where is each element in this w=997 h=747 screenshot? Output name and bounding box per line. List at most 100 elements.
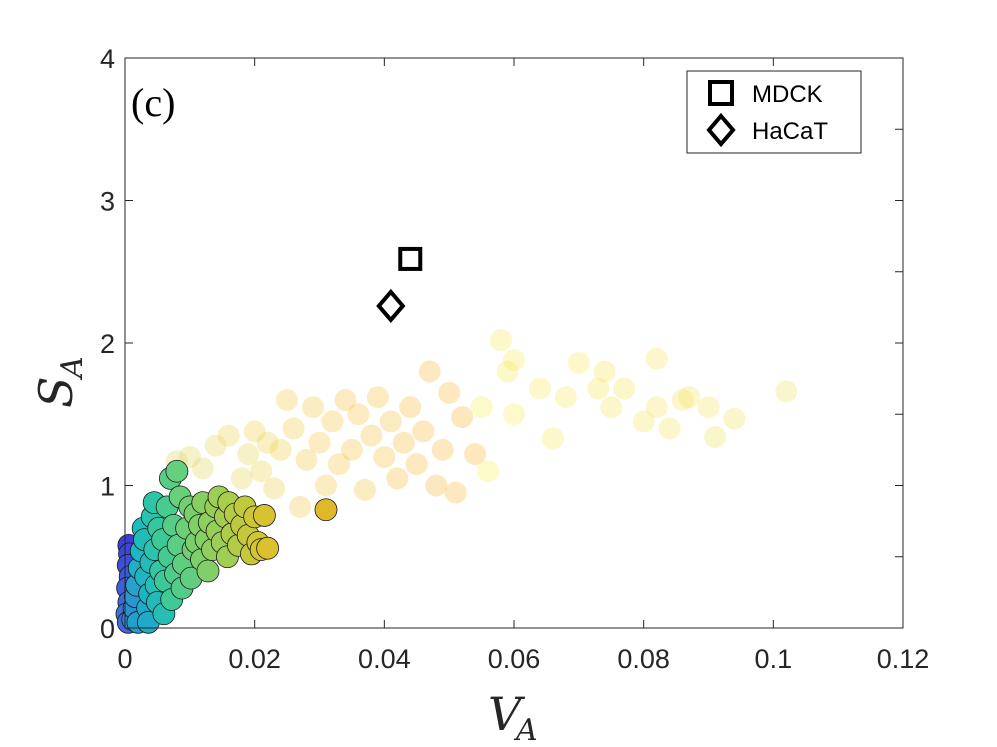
data-point [250,460,273,483]
x-axis-label-main: V [488,687,526,741]
axes [124,57,904,629]
data-point [386,467,409,490]
data-point [295,448,318,471]
data-point [503,349,525,372]
data-point [399,396,422,419]
data-point [276,389,299,411]
data-point [775,380,798,403]
data-point [464,443,487,466]
data-point [431,438,454,461]
data-point [438,381,461,404]
legend: MDCK HaCaT [686,70,862,154]
data-point [334,389,357,411]
data-point [405,453,428,476]
data-point [256,431,279,454]
y-axis-label: S A [29,356,90,408]
data-point [314,474,337,497]
data-point [425,474,448,497]
legend-label-hacat: HaCaT [752,118,828,145]
data-point [230,467,253,490]
data-point [366,386,389,409]
data-point [237,443,260,466]
data-point [658,417,681,440]
data-point [703,426,726,449]
data-point [477,460,500,483]
data-point [392,431,415,454]
y-axis-label-main: S [29,376,83,408]
special-markers [376,246,423,324]
y-axis-label-sub: A [55,356,90,381]
hacat-marker [376,288,406,324]
data-point [600,396,623,419]
x-tick-label: 0.08 [617,644,670,674]
data-point [528,377,551,400]
y-tick-label: 1 [100,472,115,502]
data-point [243,420,266,443]
x-tick-label: 0 [117,644,132,674]
data-point [191,457,214,480]
x-tick-label: 0.06 [488,644,541,674]
data-point [567,351,590,374]
y-tick-label: 2 [100,329,115,359]
data-point [204,434,227,457]
data-point [321,410,344,433]
data-point [418,360,441,383]
x-tick-label: 0.1 [755,644,793,674]
tick-labels: 0 0.02 0.04 0.06 0.08 0.1 0.12 0 1 2 3 4 [100,44,929,674]
data-point [541,427,564,450]
y-tick-label: 3 [100,187,115,217]
data-point [353,478,376,501]
data-point [444,481,467,504]
data-point [697,396,720,419]
data-point [282,417,305,440]
x-tick-label: 0.04 [358,644,411,674]
y-tick-label: 0 [100,614,115,644]
legend-diamond-icon [706,112,736,148]
data-point [593,360,616,383]
data-point [256,536,280,560]
data-point [302,396,325,419]
data-point [470,396,493,419]
data-point [289,495,312,518]
data-point [269,438,292,461]
data-point [678,386,701,409]
data-point [327,453,350,476]
data-point [451,406,474,429]
data-point [314,498,338,522]
legend-label-mdck: MDCK [752,81,823,108]
data-point [178,446,201,468]
y-tick-label: 4 [100,44,115,74]
data-point [263,477,286,500]
data-point [412,420,435,443]
data-point [165,459,189,483]
data-point [340,438,363,461]
x-tick-label: 0.02 [228,644,281,674]
data-point [645,396,668,419]
data-point [587,377,610,400]
x-axis-label: V A [488,687,538,747]
data-point [252,504,276,527]
data-point [490,329,513,352]
opaque-points-layer [115,459,338,634]
x-axis-label-sub: A [513,713,538,747]
data-point [723,407,746,430]
data-point [554,386,577,409]
data-point [373,446,396,468]
data-point [360,424,383,447]
data-point [632,410,655,433]
data-point [613,377,636,400]
mdck-marker [398,246,423,271]
faded-points-layer [165,329,798,518]
legend-square-icon [708,80,734,106]
data-point [645,347,668,370]
data-point [347,403,370,426]
data-point [196,559,220,583]
data-point [308,431,331,454]
data-point [379,410,402,433]
data-point [217,424,240,447]
x-tick-label: 0.12 [877,644,930,674]
data-point [671,389,694,411]
panel-label: (c) [131,80,175,125]
data-point [496,360,519,383]
